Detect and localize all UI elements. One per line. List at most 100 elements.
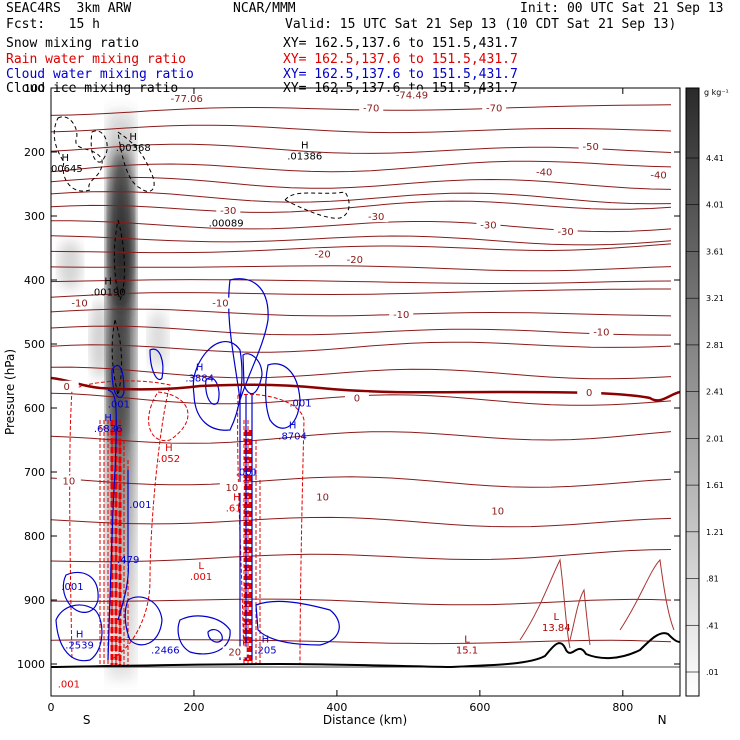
isotherm-label: 10	[225, 483, 238, 494]
colorbar-label: 4.41	[706, 154, 724, 163]
y-tick-label: 100	[24, 82, 45, 95]
field-xy-cloud-water: XY= 162.5,137.6 to 151.5,431.7	[283, 67, 518, 82]
field-xy-snow: XY= 162.5,137.6 to 151.5,431.7	[283, 36, 518, 51]
isotherm-label: -40	[650, 171, 666, 182]
extremum-marker: H	[262, 634, 270, 645]
isotherm-label: 0	[64, 382, 70, 393]
isotherm-line	[51, 265, 672, 272]
x-tick-label: 0	[48, 701, 55, 714]
plot-frame	[50, 87, 681, 697]
x-tick-label: 800	[612, 701, 633, 714]
chart-header: SEAC4RS 3km ARW NCAR/MMM Init: 00 UTC Sa…	[0, 0, 740, 96]
isotherm-label-bg	[174, 92, 199, 104]
isotherm-label-bg	[399, 89, 424, 101]
field-xy-rain: XY= 162.5,137.6 to 151.5,431.7	[283, 52, 518, 67]
extremum-marker: H	[301, 140, 309, 151]
init-time: Init: 00 UTC Sat 21 Sep 13	[520, 1, 724, 16]
isotherm-line	[51, 476, 672, 488]
extremum-value: .001	[129, 500, 151, 511]
isotherm-label: -74.49	[396, 91, 428, 102]
isotherm-label-bg	[359, 102, 384, 114]
isotherm-label: -20	[314, 249, 330, 260]
isotherm-label: -30	[480, 221, 496, 232]
isotherm-label: 10	[316, 493, 329, 504]
isotherm-line	[51, 191, 672, 205]
colorbar-label: 4.01	[706, 201, 724, 210]
isotherm-line	[51, 279, 672, 284]
colorbar-label: 3.21	[706, 294, 724, 303]
isotherm-label: -10	[593, 327, 609, 338]
extremum-marker: H	[129, 132, 137, 143]
isotherm-label-bg	[216, 204, 241, 216]
isotherm-label: -70	[363, 103, 379, 114]
isotherm-line	[51, 143, 672, 154]
isotherm-label-bg	[589, 326, 614, 338]
plot-area: H.00368H.00645H.01386.00089H.00190H.3884…	[51, 89, 680, 690]
extremum-marker: H	[104, 277, 112, 288]
cloud-water-contours	[55, 278, 340, 662]
isotherm-label-bg	[310, 248, 335, 260]
isotherm-line	[51, 639, 672, 645]
extremum-value: .001	[236, 468, 258, 479]
isotherm-line	[51, 243, 672, 254]
x-tick-label: 600	[469, 701, 490, 714]
extremum-value: .00368	[116, 143, 151, 154]
isotherm-label-bg	[553, 225, 578, 237]
isotherm-line	[51, 366, 672, 380]
y-tick-label: 300	[24, 210, 45, 223]
freezing-level-line	[51, 376, 680, 402]
x-tick-label: 400	[326, 701, 347, 714]
isotherm-label: -30	[220, 206, 236, 217]
x-axis: 0 200 400 600 800	[48, 88, 633, 714]
isotherm-label-bg	[577, 387, 602, 399]
isotherm-line	[51, 288, 671, 298]
isotherm-line	[51, 176, 672, 190]
colorbar-ramp	[685, 87, 700, 697]
colorbar-label: 2.41	[706, 388, 724, 397]
field-name-snow: Snow mixing ratio	[6, 36, 140, 51]
isotherm-label-bg	[344, 392, 369, 404]
extremum-marker: L	[554, 612, 560, 623]
isotherm-label: 0	[586, 388, 592, 399]
isotherm-label-bg	[67, 297, 92, 309]
extremum-value: .3884	[185, 373, 214, 384]
extremum-marker: L	[464, 634, 470, 645]
isotherm-label-bg	[222, 646, 247, 658]
colorbar-label: .01	[706, 668, 719, 677]
isotherm-label: -77.06	[171, 94, 203, 105]
extremum-value: .479	[117, 555, 139, 566]
isotherm-line	[51, 220, 672, 233]
y-tick-label: 400	[24, 274, 45, 287]
colorbar-label: 1.21	[706, 528, 724, 537]
extremum-value: .2539	[65, 640, 94, 651]
isotherm-line	[51, 308, 672, 317]
isotherm-label-bg	[310, 491, 335, 503]
extremum-value: .001	[61, 582, 83, 593]
isotherm-line	[51, 160, 672, 173]
contour-annotations: H.00368H.00645H.01386.00089H.00190H.3884…	[51, 132, 571, 690]
forecast-hour: Fcst: 15 h	[6, 17, 100, 32]
colorbar-label: 2.81	[706, 341, 724, 350]
colorbar-label: .41	[706, 621, 719, 630]
end-label-south: S	[83, 713, 91, 727]
valid-time: Valid: 15 UTC Sat 21 Sep 13 (10 CDT Sat …	[285, 17, 677, 32]
extremum-value: .001	[289, 398, 311, 409]
x-tick-label: 200	[183, 701, 204, 714]
field-name-rain: Rain water mixing ratio	[6, 52, 187, 67]
extremum-marker: H	[62, 153, 70, 164]
colorbar-label: 2.01	[706, 434, 724, 443]
isotherm-label: -10	[71, 299, 87, 310]
extremum-value: .00089	[209, 219, 244, 230]
isotherm-label: -10	[393, 310, 409, 321]
isotherm-line	[51, 341, 672, 353]
isotherm-label: -30	[368, 212, 384, 223]
y-tick-label: 600	[24, 402, 45, 415]
extremum-marker: H	[289, 421, 297, 432]
y-tick-label: 200	[24, 146, 45, 159]
isotherm-label-bg	[364, 211, 389, 223]
isotherm-label-bg	[208, 297, 233, 309]
model-title: SEAC4RS 3km ARW	[6, 1, 132, 16]
isotherm-label-bg	[482, 102, 507, 114]
